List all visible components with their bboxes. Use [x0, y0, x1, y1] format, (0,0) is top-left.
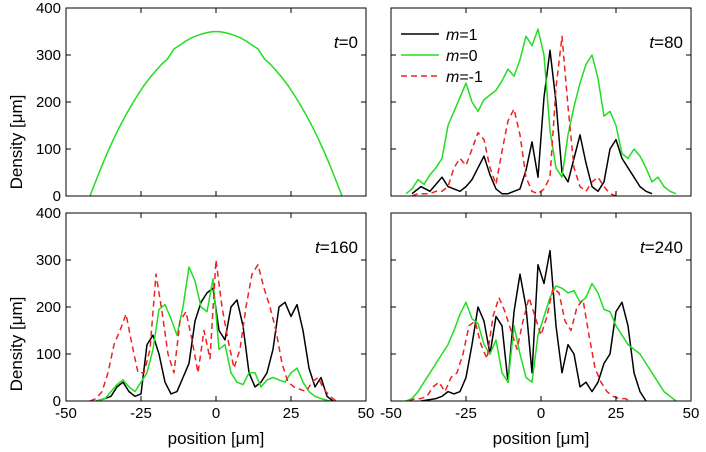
series-line-mminus1 [408, 287, 632, 401]
time-symbol: t [649, 33, 655, 52]
series-line-mminus1 [411, 35, 617, 196]
x-tick-label: 50 [683, 405, 700, 422]
time-value: =160 [320, 238, 358, 257]
plot-frame [65, 7, 367, 197]
time-value: =0 [339, 33, 358, 52]
y-tick-label: 400 [36, 205, 61, 222]
series-line-mminus1 [89, 259, 337, 401]
series-line-m1 [411, 49, 653, 195]
x-tick-label: 0 [212, 405, 220, 422]
y-tick-label: 100 [36, 346, 61, 363]
x-tick-label: -50 [55, 405, 77, 422]
x-tick-label: 25 [283, 405, 300, 422]
y-axis-label-bottom: Density [μm] [7, 297, 26, 392]
y-tick-label: 300 [36, 252, 61, 269]
x-tick-label: 25 [608, 405, 625, 422]
y-tick-label: 200 [36, 299, 61, 316]
series-line-m0 [405, 282, 677, 401]
time-symbol: t [334, 33, 340, 52]
x-tick-label: 0 [537, 405, 545, 422]
y-tick-label: 0 [53, 393, 61, 410]
x-axis-label-left: position [μm] [168, 429, 265, 448]
y-axis-label-top: Density [μm] [7, 95, 26, 190]
time-symbol: t [640, 238, 646, 257]
series-line-m0 [95, 266, 331, 401]
legend-label: m=-1 [446, 69, 483, 86]
time-label: t=240 [640, 238, 683, 257]
y-tick-label: 0 [53, 188, 61, 205]
series-line-m0 [405, 28, 677, 195]
time-label: t=0 [334, 33, 358, 52]
panel-t240: -50 -25 0 25 50 t=240 [380, 212, 700, 422]
x-tick-label: -50 [380, 405, 402, 422]
x-tick-label: -25 [455, 405, 477, 422]
x-axis-label-right: position [μm] [493, 429, 590, 448]
x-tick-label: -25 [130, 405, 152, 422]
time-symbol: t [315, 238, 321, 257]
panel-t0: 0 100 200 300 400 t=0 [36, 0, 367, 205]
y-tick-label: 100 [36, 141, 61, 158]
legend-label: m=0 [446, 48, 478, 65]
time-label: t=160 [315, 238, 358, 257]
time-label: t=80 [649, 33, 683, 52]
panel-t160: -50 -25 0 25 50 0 100 200 300 400 t=160 [36, 205, 374, 422]
series-line-m0 [89, 30, 343, 196]
x-tick-label: 50 [358, 405, 375, 422]
time-value: =80 [654, 33, 683, 52]
y-tick-label: 400 [36, 0, 61, 17]
legend-label: m=1 [446, 27, 478, 44]
time-value: =240 [645, 238, 683, 257]
panel-t80: t=80 m=1 m=0 m=-1 [390, 7, 692, 197]
y-tick-label: 300 [36, 47, 61, 64]
y-tick-label: 200 [36, 94, 61, 111]
series-line-m1 [420, 249, 647, 401]
